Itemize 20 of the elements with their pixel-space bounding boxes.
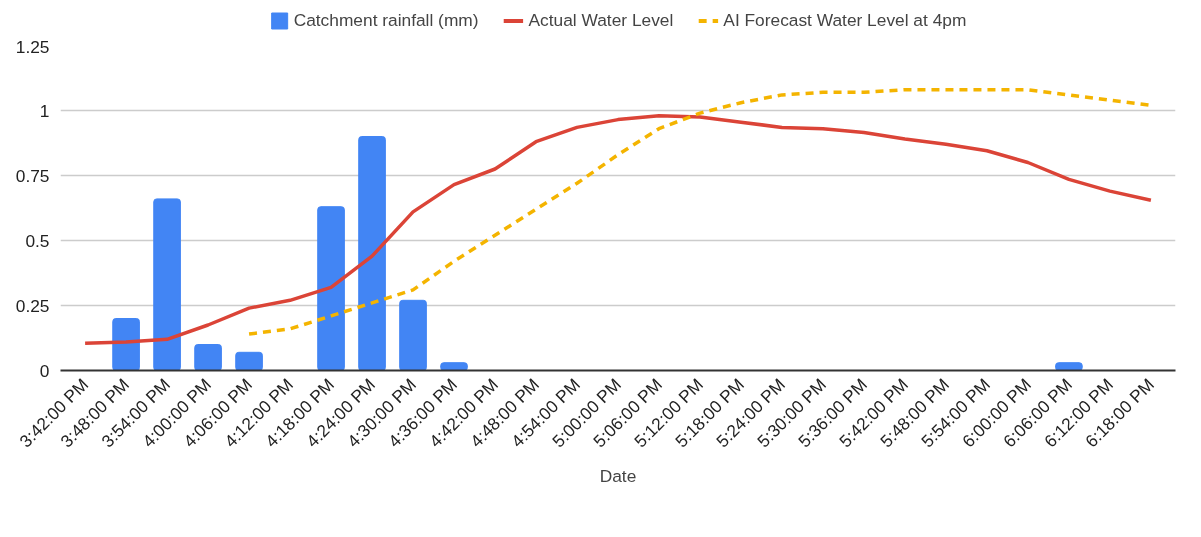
- bar: [112, 318, 140, 371]
- bar: [317, 206, 345, 371]
- legend-label: AI Forecast Water Level at 4pm: [723, 9, 967, 31]
- bar: [235, 351, 263, 371]
- y-tick-label: 0: [39, 360, 50, 381]
- bar: [194, 344, 222, 371]
- y-tick-label: 0.75: [15, 165, 50, 186]
- y-tick-label: 0.25: [15, 295, 50, 316]
- legend-label: Catchment rainfall (mm): [293, 9, 479, 31]
- x-axis-title: Date: [599, 466, 637, 487]
- y-tick-label: 1.25: [15, 36, 50, 57]
- bar: [399, 299, 427, 371]
- bar: [153, 198, 181, 371]
- legend-label: Actual Water Level: [528, 9, 674, 31]
- line-series: [83, 113, 1153, 345]
- y-tick-label: 0.5: [25, 230, 50, 251]
- bar: [1055, 362, 1083, 371]
- bar: [358, 136, 386, 371]
- y-tick-label: 1: [39, 100, 50, 121]
- bar: [440, 362, 468, 371]
